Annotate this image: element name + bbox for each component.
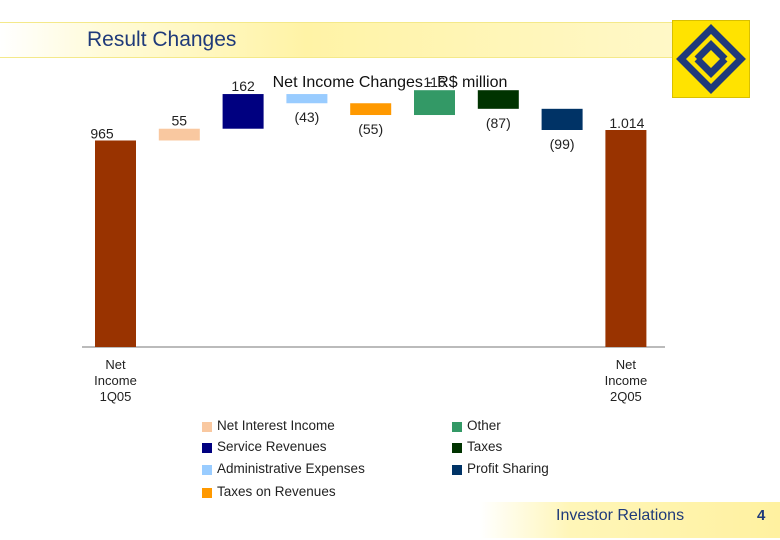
title-band (0, 22, 680, 58)
waterfall-chart: 965NetIncome1Q0555162(43)(55)116(87)(99)… (82, 74, 665, 404)
bar-2 (158, 128, 200, 141)
bar-5 (350, 103, 392, 116)
legend-label: Other (467, 418, 501, 433)
page-number: 4 (757, 507, 766, 524)
bar-value-label: 1.014 (609, 115, 644, 131)
bar-value-label: 965 (90, 125, 114, 141)
x-axis-label: Income (605, 373, 648, 388)
bar-4 (286, 94, 328, 104)
logo-icon (676, 24, 746, 94)
x-axis-label: Income (94, 373, 137, 388)
chart-title: Net Income Changes - R$ million (272, 74, 508, 91)
bar-value-label: 162 (231, 78, 255, 94)
legend-label: Net Interest Income (217, 418, 335, 433)
bar-7 (477, 90, 519, 109)
x-axis-label: 1Q05 (100, 389, 132, 404)
bar-value-label: (55) (358, 121, 383, 137)
legend-swatch (452, 422, 462, 432)
bar-8 (541, 108, 583, 130)
bar-value-label: 55 (172, 113, 188, 129)
legend-swatch (202, 488, 212, 498)
legend-swatch (202, 465, 212, 475)
x-axis-label: 2Q05 (610, 389, 642, 404)
bar-6 (414, 90, 455, 116)
legend-label: Taxes on Revenues (217, 484, 336, 499)
bar-3 (222, 94, 264, 129)
bar-value-label: (87) (486, 115, 511, 131)
bar-value-label: (99) (550, 136, 575, 152)
footer-label: Investor Relations (556, 507, 685, 524)
bar-value-label: (43) (294, 109, 319, 125)
legend-label: Administrative Expenses (217, 461, 365, 476)
bar-9 (605, 130, 647, 347)
footer-band (480, 502, 780, 538)
legend-swatch (202, 443, 212, 453)
bar-value-label: 116 (423, 74, 446, 90)
legend-label: Profit Sharing (467, 461, 549, 476)
slide-title: Result Changes (87, 28, 237, 51)
legend-label: Taxes (467, 439, 503, 454)
bank-logo (672, 20, 750, 98)
x-axis-label: Net (105, 357, 126, 372)
bar-1 (95, 140, 136, 347)
legend-label: Service Revenues (217, 439, 327, 454)
legend-swatch (202, 422, 212, 432)
x-axis-label: Net (616, 357, 637, 372)
legend-swatch (452, 443, 462, 453)
legend-swatch (452, 465, 462, 475)
